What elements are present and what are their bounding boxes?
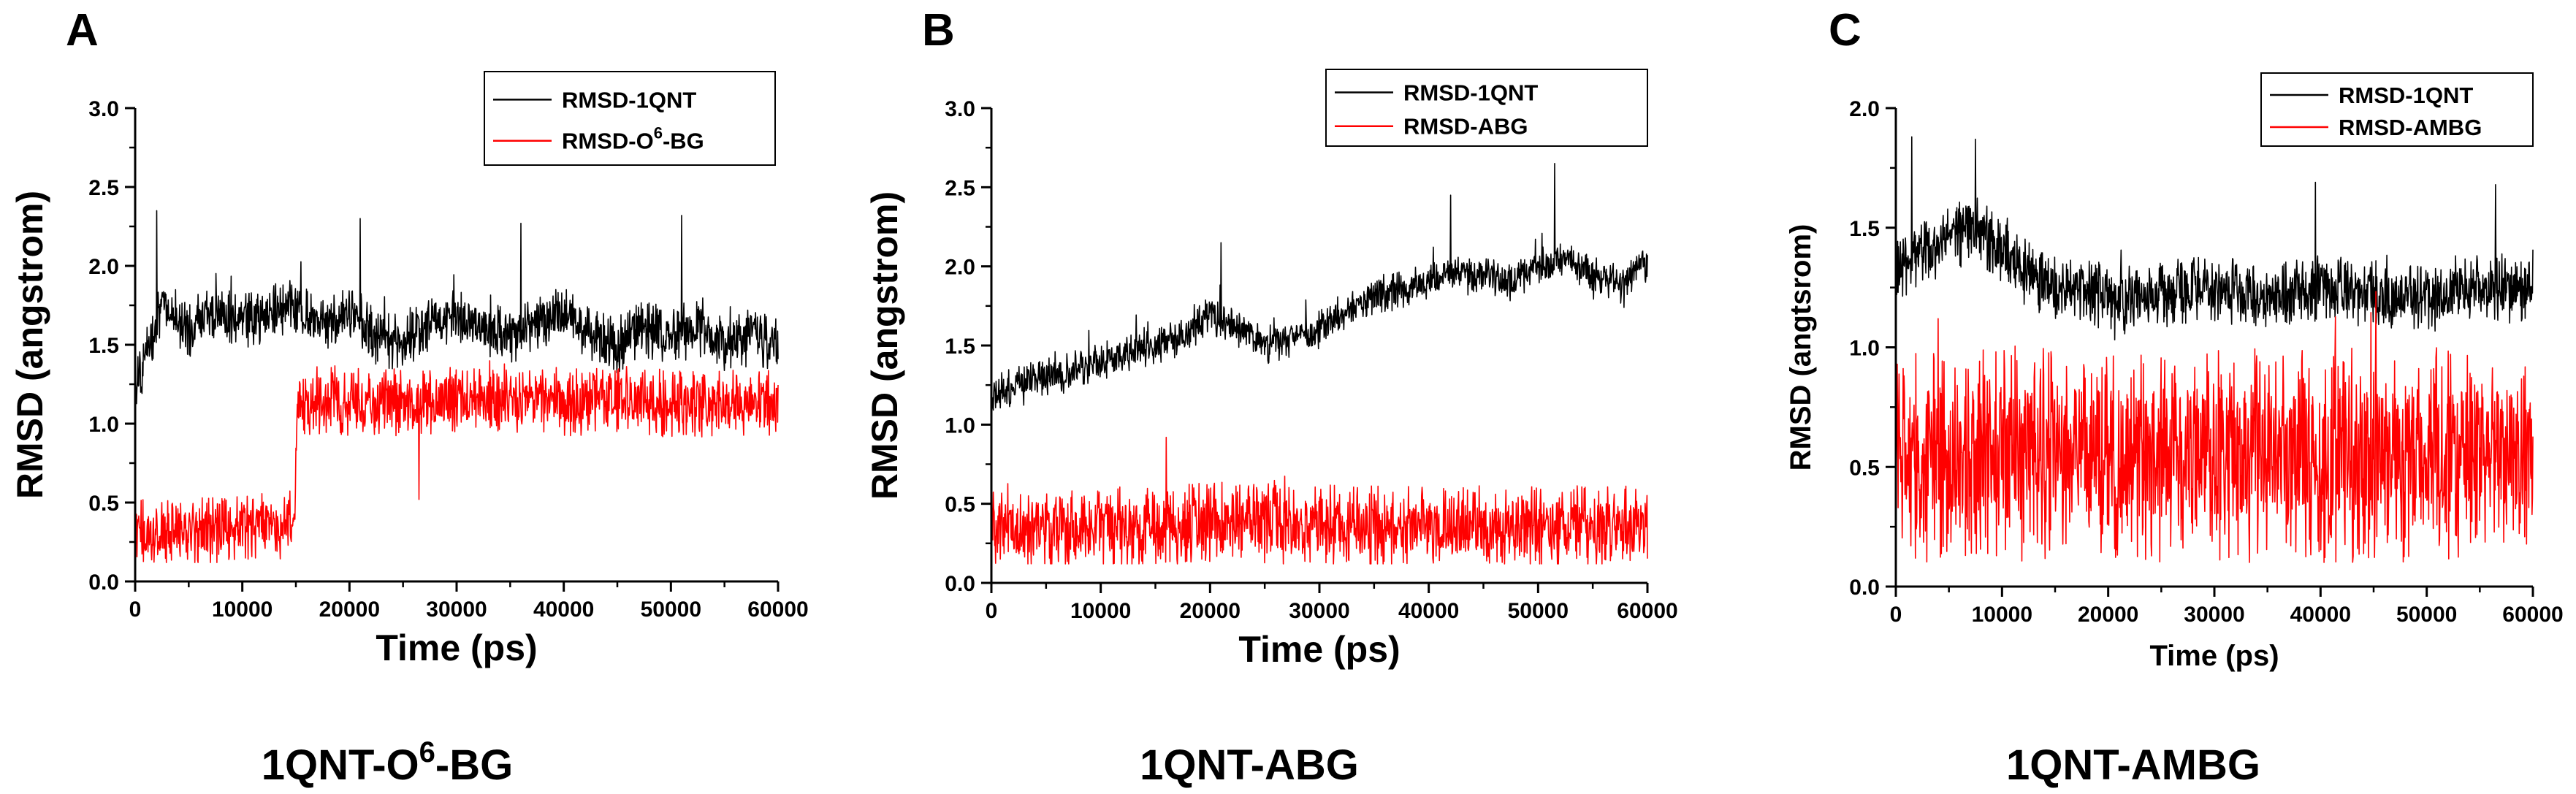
x-tick-label: 40000 (1398, 599, 1459, 623)
legend: RMSD-1QNT RMSD-AMBG (2260, 72, 2534, 147)
y-tick-label: 1.5 (1849, 217, 1880, 241)
x-tick-label: 30000 (426, 598, 487, 622)
y-axis-label: RMSD (angstrom) (864, 191, 905, 500)
y-tick-label: 0.0 (88, 570, 119, 595)
x-tick-label: 50000 (1508, 599, 1569, 623)
x-tick-label: 0 (1890, 603, 1902, 627)
x-tick-label: 20000 (2078, 603, 2138, 627)
x-tick-label: 50000 (2396, 603, 2457, 627)
panel-caption: 1QNT-O6-BG (262, 736, 514, 789)
series-line-rmsd-ambg (1895, 291, 2534, 563)
x-tick-label: 10000 (212, 598, 273, 622)
y-tick-label: 1.5 (88, 334, 119, 358)
series-line-rmsd-abg (991, 436, 1648, 565)
series-line-rmsd-1qnt (1895, 120, 2534, 340)
series-line-rmsd-1qnt (134, 210, 779, 405)
y-tick-label: 0.0 (1849, 576, 1880, 600)
y-axis-label: RMSD (angstrom) (9, 191, 50, 499)
x-axis-label: Time (ps) (1238, 629, 1400, 670)
legend-label: RMSD-AMBG (2339, 115, 2482, 140)
x-axis-label: Time (ps) (376, 627, 537, 668)
y-tick-label: 1.0 (1849, 337, 1880, 361)
panel-label: A (66, 5, 99, 56)
x-tick-label: 0 (129, 598, 142, 622)
chart-panel-b: B 0.0 0.5 1.0 1.5 2.0 2.5 3.0 0 10000 20000 30000 40… (864, 5, 1678, 789)
x-tick-label: 10000 (1070, 599, 1131, 623)
y-tick-label: 1.5 (945, 335, 975, 359)
y-tick-label: 2.0 (1849, 97, 1880, 121)
x-tick-label: 60000 (1617, 599, 1677, 623)
legend-label: RMSD-O6-BG (562, 124, 704, 154)
chart-panel-c: C 0.0 0.5 1.0 1.5 2.0 0 10000 20000 30000 40000 500… (1785, 5, 2564, 789)
x-tick-label: 40000 (533, 598, 594, 622)
x-tick-label: 10000 (1972, 603, 2032, 627)
x-tick-label: 60000 (2502, 603, 2563, 627)
y-tick-label: 3.0 (88, 97, 119, 121)
x-tick-label: 60000 (747, 598, 808, 622)
panel-label: B (922, 5, 955, 56)
y-tick-label: 0.5 (88, 492, 119, 516)
y-tick-label: 0.0 (945, 572, 975, 596)
legend-label: RMSD-1QNT (562, 87, 696, 112)
legend-box (2260, 72, 2534, 147)
x-tick-label: 20000 (1180, 599, 1241, 623)
x-tick-label: 30000 (1289, 599, 1349, 623)
x-tick-label: 40000 (2290, 603, 2351, 627)
series-line-rmsd-1qnt (991, 163, 1648, 411)
legend-label: RMSD-ABG (1403, 114, 1528, 140)
y-tick-label: 0.5 (945, 493, 975, 517)
panel-label: C (1829, 5, 1861, 56)
legend: RMSD-1QNT RMSD-ABG (1325, 69, 1648, 147)
y-tick-label: 1.0 (945, 413, 975, 438)
x-tick-label: 0 (986, 599, 998, 623)
y-tick-label: 2.5 (88, 176, 119, 200)
panel-caption: 1QNT-AMBG (2006, 741, 2260, 789)
y-tick-label: 2.5 (945, 176, 975, 200)
legend-box (1325, 69, 1648, 147)
legend-box (484, 71, 776, 166)
legend: RMSD-1QNT RMSD-O6-BG (484, 71, 776, 166)
y-tick-label: 2.0 (88, 255, 119, 279)
x-tick-label: 30000 (2184, 603, 2244, 627)
chart-panel-a: A 0.0 0.5 1.0 1.5 2.0 2.5 3.0 0 10000 20000 30000 40… (9, 5, 809, 789)
y-tick-label: 0.5 (1849, 456, 1880, 480)
y-tick-label: 2.0 (945, 256, 975, 280)
legend-label: RMSD-1QNT (1403, 80, 1538, 106)
panel-caption: 1QNT-ABG (1140, 741, 1359, 789)
y-axis-label: RMSD (angtsrom) (1785, 224, 1817, 471)
y-tick-label: 3.0 (945, 97, 975, 121)
x-axis-label: Time (ps) (2149, 640, 2279, 672)
y-tick-label: 1.0 (88, 413, 119, 437)
x-tick-label: 20000 (319, 598, 380, 622)
legend-label: RMSD-1QNT (2339, 83, 2473, 108)
series-line-rmsd-o (134, 360, 779, 563)
x-tick-label: 50000 (641, 598, 701, 622)
